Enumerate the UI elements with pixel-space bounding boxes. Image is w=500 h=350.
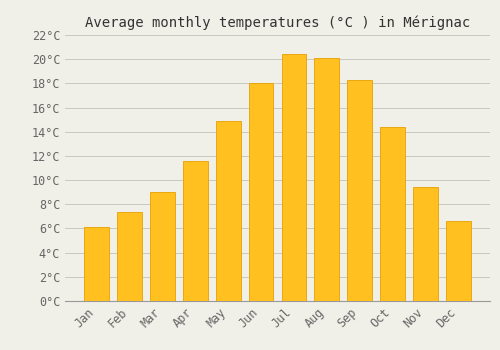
Bar xyxy=(380,127,405,301)
Bar xyxy=(216,121,240,301)
Bar xyxy=(84,227,109,301)
Bar xyxy=(446,221,470,301)
Bar xyxy=(282,54,306,301)
Bar xyxy=(150,192,174,301)
Bar xyxy=(413,187,438,301)
Bar xyxy=(314,58,339,301)
Bar xyxy=(248,83,274,301)
Bar xyxy=(348,80,372,301)
Bar xyxy=(117,211,142,301)
Title: Average monthly temperatures (°C ) in Mérignac: Average monthly temperatures (°C ) in Mé… xyxy=(85,15,470,30)
Bar xyxy=(183,161,208,301)
